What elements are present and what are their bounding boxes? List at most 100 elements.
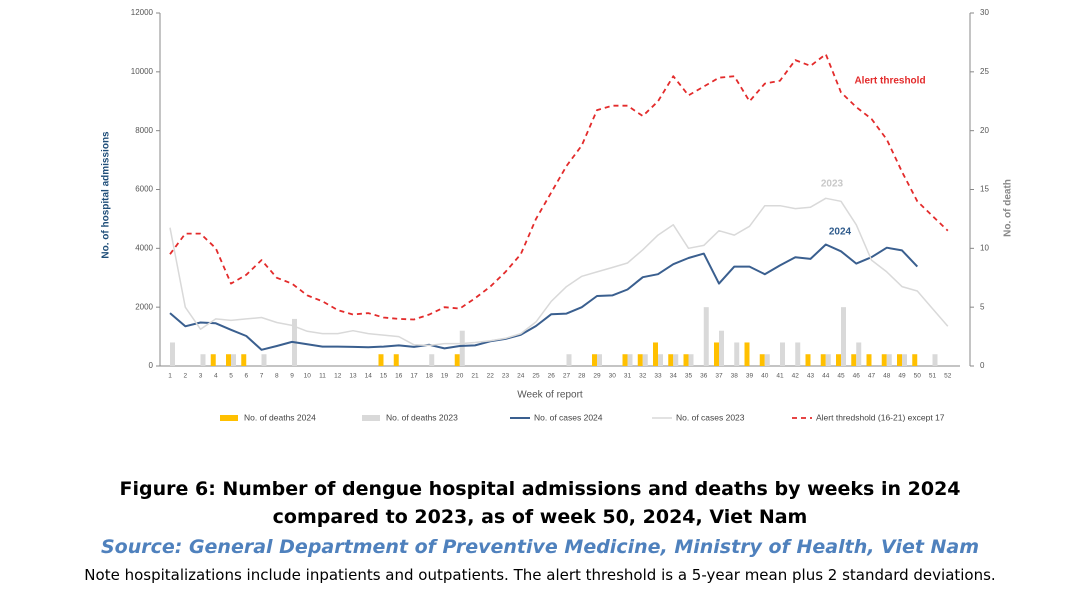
bar xyxy=(703,307,709,366)
bar xyxy=(881,354,887,366)
x-tick-label: 47 xyxy=(868,373,876,380)
annotation: 2024 xyxy=(829,227,852,238)
y-tick-label: 0 xyxy=(149,361,154,370)
bar xyxy=(637,354,643,366)
x-tick-label: 28 xyxy=(578,373,586,380)
caption-title: Figure 6: Number of dengue hospital admi… xyxy=(0,475,1080,531)
x-tick-label: 8 xyxy=(275,373,279,380)
y2-tick-label: 20 xyxy=(980,126,989,135)
bar xyxy=(566,354,572,366)
y2-tick-label: 15 xyxy=(980,185,989,194)
x-tick-label: 41 xyxy=(776,373,784,380)
legend-label: No. of cases 2023 xyxy=(676,412,745,422)
bar xyxy=(866,354,872,366)
bar xyxy=(658,354,663,366)
x-tick-label: 12 xyxy=(334,373,342,380)
caption-line: compared to 2023, as of week 50, 2024, V… xyxy=(272,506,808,528)
bar xyxy=(902,354,907,366)
x-tick-label: 17 xyxy=(410,373,418,380)
bar xyxy=(261,354,267,366)
bar xyxy=(210,354,216,366)
bar xyxy=(597,354,602,366)
x-tick-label: 16 xyxy=(395,373,403,380)
x-tick-label: 49 xyxy=(898,373,906,380)
bar xyxy=(653,342,658,366)
x-tick-label: 45 xyxy=(837,373,845,380)
x-tick-label: 27 xyxy=(563,373,571,380)
x-tick-label: 31 xyxy=(624,373,632,380)
bar xyxy=(780,342,785,366)
bar xyxy=(200,354,206,366)
bar xyxy=(592,354,597,366)
bar xyxy=(454,354,460,366)
bar xyxy=(912,354,918,366)
y2-tick-label: 10 xyxy=(980,243,989,252)
y-tick-label: 6000 xyxy=(135,185,153,194)
legend-label: No. of cases 2024 xyxy=(534,412,603,422)
caption-source: Source: General Department of Preventive… xyxy=(100,536,980,558)
bar xyxy=(932,354,938,366)
bar xyxy=(642,354,648,366)
x-tick-label: 22 xyxy=(487,373,495,380)
x-tick-label: 5 xyxy=(229,373,233,380)
bar xyxy=(734,342,740,366)
bar xyxy=(744,342,750,366)
y-tick-label: 2000 xyxy=(135,302,153,311)
bar xyxy=(170,342,175,366)
y-tick-label: 12000 xyxy=(131,8,154,17)
x-tick-label: 42 xyxy=(792,373,800,380)
y2-tick-label: 25 xyxy=(980,67,989,76)
x-tick-label: 10 xyxy=(304,373,312,380)
x-tick-label: 9 xyxy=(290,373,294,380)
y2-tick-label: 30 xyxy=(980,8,989,17)
x-tick-label: 4 xyxy=(214,373,218,380)
x-tick-label: 51 xyxy=(929,373,937,380)
x-tick-label: 18 xyxy=(426,373,434,380)
y-tick-label: 4000 xyxy=(135,243,153,252)
y2-axis-label: No. of death xyxy=(1003,179,1014,237)
x-tick-label: 24 xyxy=(517,373,525,380)
bar xyxy=(820,354,826,366)
x-tick-label: 13 xyxy=(349,373,357,380)
bar xyxy=(393,354,399,366)
legend-swatch xyxy=(362,415,380,421)
y-tick-label: 10000 xyxy=(131,67,154,76)
line-series xyxy=(169,53,949,321)
chart: Week of report No. of hospital admission… xyxy=(101,8,1014,422)
x-tick-label: 44 xyxy=(822,373,830,380)
bar xyxy=(668,354,674,366)
bar xyxy=(673,354,679,366)
x-axis-label: Week of report xyxy=(517,390,583,401)
bar xyxy=(622,354,628,366)
bar xyxy=(231,354,236,366)
bar xyxy=(897,354,902,366)
legend-label: Alert thredshold (16-21) except 17 xyxy=(816,412,945,422)
x-tick-label: 50 xyxy=(914,373,922,380)
x-tick-label: 21 xyxy=(471,373,479,380)
annotation: 2023 xyxy=(821,179,844,190)
x-tick-label: 15 xyxy=(380,373,388,380)
x-tick-label: 46 xyxy=(853,373,861,380)
x-tick-label: 19 xyxy=(441,373,449,380)
x-tick-label: 14 xyxy=(365,373,373,380)
x-tick-label: 1 xyxy=(168,373,172,380)
x-tick-label: 7 xyxy=(260,373,264,380)
x-tick-label: 29 xyxy=(593,373,601,380)
y-axis-label: No. of hospital admissions xyxy=(101,131,112,259)
x-tick-label: 33 xyxy=(654,373,662,380)
annotation: Alert threshold xyxy=(854,76,925,87)
caption-note: Note hospitalizations include inpatients… xyxy=(84,566,996,584)
x-tick-label: 26 xyxy=(548,373,556,380)
bar xyxy=(627,354,633,366)
x-tick-label: 38 xyxy=(731,373,739,380)
x-tick-label: 39 xyxy=(746,373,754,380)
bar xyxy=(688,354,694,366)
x-tick-label: 3 xyxy=(199,373,203,380)
legend-swatch xyxy=(220,415,238,421)
bar xyxy=(683,354,689,366)
bar xyxy=(719,330,724,366)
x-tick-label: 43 xyxy=(807,373,815,380)
x-tick-label: 6 xyxy=(244,373,248,380)
x-tick-label: 23 xyxy=(502,373,510,380)
